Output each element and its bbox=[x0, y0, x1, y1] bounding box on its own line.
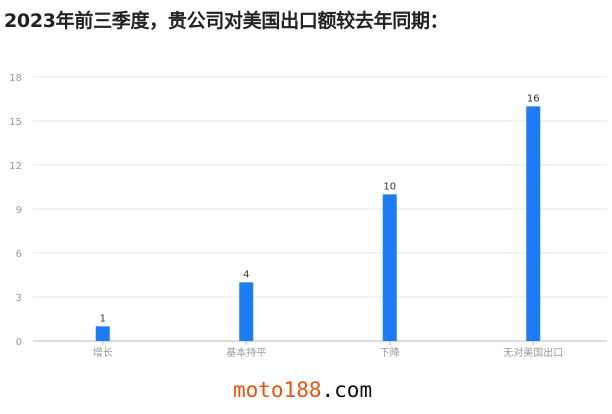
page-title: 2023年前三季度，贵公司对美国出口额较去年同期： bbox=[4, 10, 449, 32]
watermark-logo: moto188.com bbox=[233, 378, 373, 402]
y-tick-label: 9 bbox=[16, 205, 22, 216]
bar-chart: 0 3 6 9 12 15 18 1 增长 4 基本持平 10 下降 16 无对美国出口 bbox=[9, 73, 607, 359]
x-tick-label: 下降 bbox=[380, 346, 400, 359]
y-tick-label: 3 bbox=[16, 293, 22, 304]
bar bbox=[95, 326, 110, 341]
x-tick-label: 基本持平 bbox=[226, 346, 266, 359]
data-label: 16 bbox=[527, 93, 540, 104]
y-tick-label: 0 bbox=[16, 337, 22, 348]
x-tick-label: 无对美国出口 bbox=[503, 346, 563, 359]
y-tick-label: 18 bbox=[9, 73, 22, 84]
y-tick-label: 15 bbox=[9, 117, 22, 128]
bar bbox=[526, 106, 541, 341]
y-tick-label: 6 bbox=[16, 249, 22, 260]
y-tick-label: 12 bbox=[9, 161, 22, 172]
data-label: 1 bbox=[100, 313, 106, 324]
x-tick-label: 增长 bbox=[93, 346, 113, 359]
bar bbox=[239, 282, 254, 341]
data-label: 4 bbox=[243, 269, 249, 280]
data-label: 10 bbox=[383, 181, 396, 192]
bar bbox=[382, 194, 397, 341]
